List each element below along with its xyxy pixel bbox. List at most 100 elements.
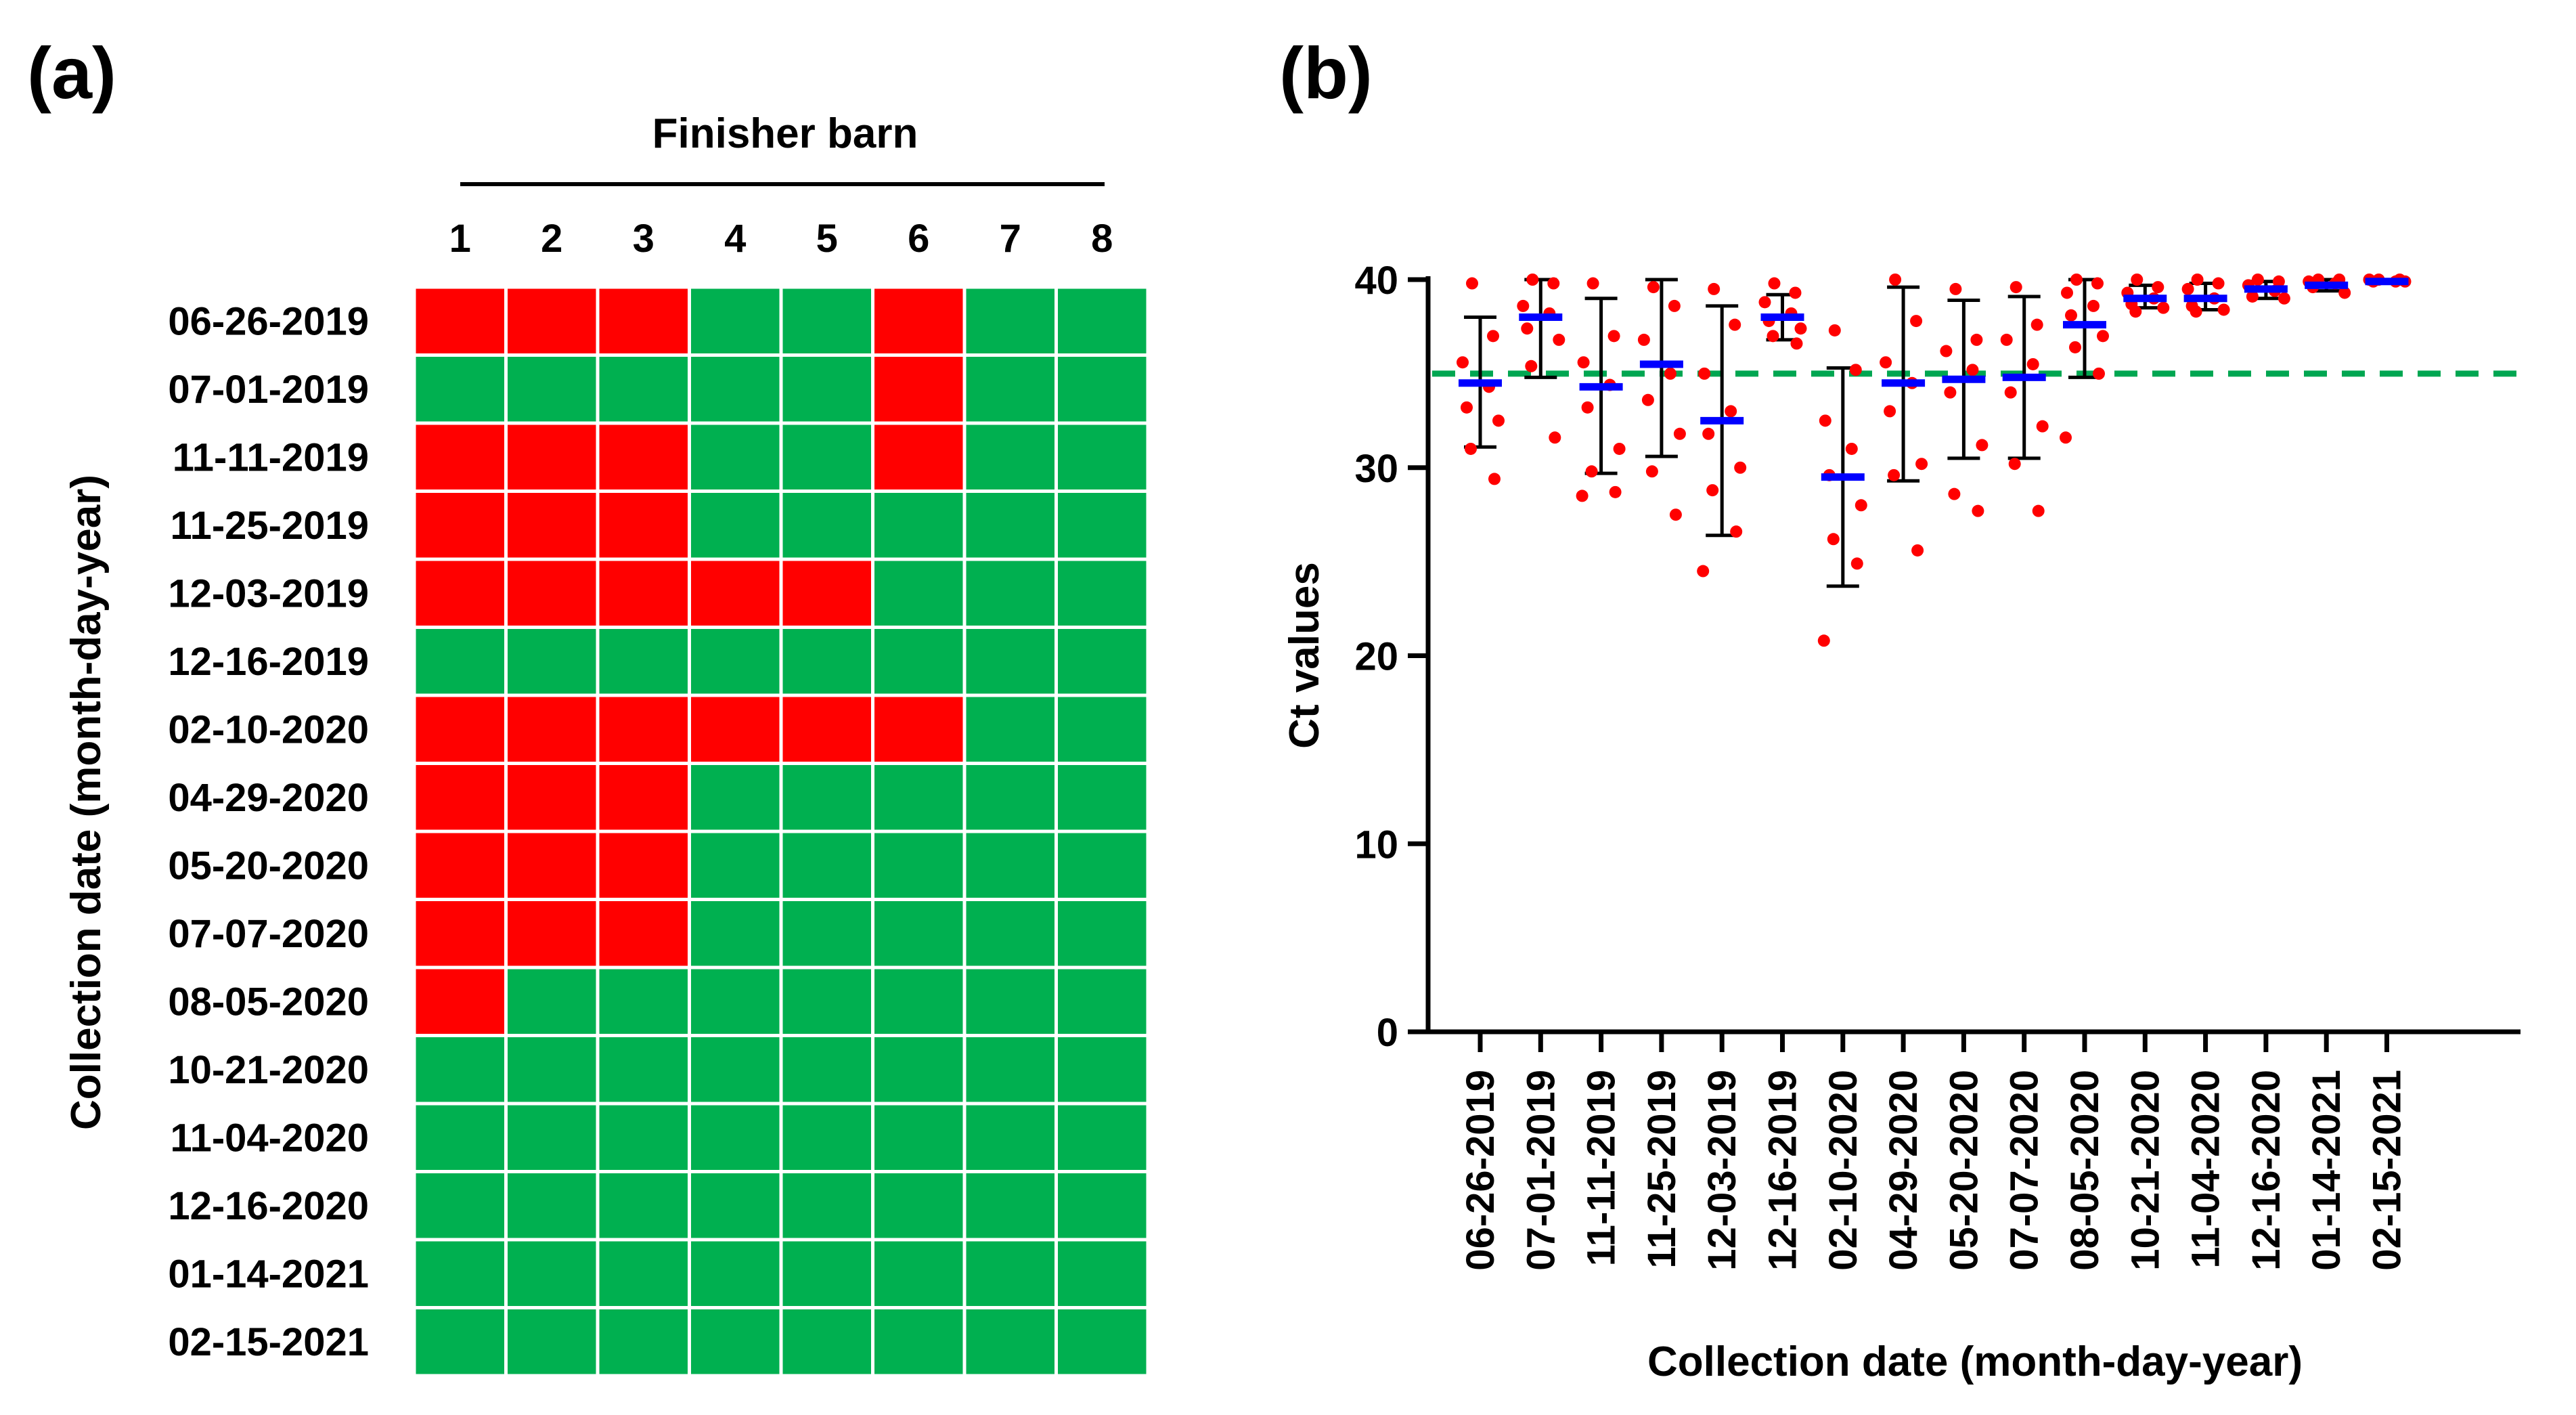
- y-axis-ticks: 0 10 20 30 40: [1354, 259, 1428, 1055]
- data-point: [1525, 360, 1538, 372]
- data-point: [1827, 533, 1840, 546]
- data-point: [1855, 499, 1867, 512]
- data-point: [1790, 337, 1803, 350]
- heatmap-cell-negative: [596, 1102, 691, 1173]
- heatmap-cell-negative: [962, 693, 1058, 765]
- heatmap-cell-negative: [962, 829, 1058, 901]
- data-point: [1645, 465, 1658, 478]
- heatmap-row-label: 08-05-2020: [168, 980, 369, 1024]
- heatmap-cell-negative: [871, 829, 967, 901]
- heatmap-cell-negative: [504, 626, 600, 697]
- scatter-group: [2000, 281, 2049, 517]
- data-point: [1850, 557, 1863, 570]
- panel-a-label: (a): [27, 32, 116, 114]
- heatmap-cell-negative: [779, 1034, 874, 1106]
- heatmap-cell-positive: [504, 285, 600, 357]
- heatmap-cell-negative: [688, 1306, 783, 1378]
- heatmap-row-label: 01-14-2021: [168, 1252, 369, 1296]
- heatmap-cell-negative: [779, 353, 874, 425]
- heatmap-cell-negative: [504, 1306, 600, 1378]
- heatmap-row-label: 11-04-2020: [171, 1116, 369, 1160]
- heatmap-cell-negative: [412, 1034, 508, 1106]
- x-tick-label: 02-15-2021: [2366, 1070, 2410, 1271]
- heatmap-cell-negative: [412, 353, 508, 425]
- scatter-group: [1576, 277, 1626, 502]
- heatmap-cell-negative: [1054, 898, 1150, 970]
- data-point: [2157, 301, 2170, 314]
- heatmap-cell-positive: [688, 557, 783, 629]
- heatmap-cell-negative: [688, 1170, 783, 1242]
- data-point: [1949, 282, 1962, 295]
- data-point: [2191, 274, 2204, 286]
- heatmap-cell-positive: [412, 285, 508, 357]
- heatmap-cell-negative: [779, 421, 874, 493]
- heatmap-cell-negative: [412, 1306, 508, 1378]
- heatmap-column-label: 4: [724, 217, 746, 261]
- heatmap-cell-negative: [1054, 1306, 1150, 1378]
- heatmap-cell-positive: [871, 693, 967, 765]
- scatter-group: [1457, 277, 1505, 485]
- heatmap-column-label: 5: [816, 217, 838, 261]
- heatmap-cell-negative: [871, 965, 967, 1037]
- heatmap-cell-positive: [871, 353, 967, 425]
- heatmap-cell-negative: [688, 1102, 783, 1173]
- heatmap-cell-positive: [504, 489, 600, 561]
- heatmap-cell-negative: [688, 421, 783, 493]
- heatmap-row-labels: 06-26-2019 07-01-2019 11-11-2019 11-25-2019…: [168, 299, 369, 1364]
- data-point: [1609, 485, 1622, 498]
- scatter-group: [1880, 274, 1928, 557]
- heatmap-cell-negative: [688, 965, 783, 1037]
- heatmap-column-label: 6: [908, 217, 929, 261]
- data-point: [1725, 405, 1737, 418]
- x-tick-label: 04-29-2020: [1882, 1070, 1926, 1271]
- x-tick-label: 11-04-2020: [2184, 1070, 2228, 1268]
- data-point: [2070, 274, 2083, 286]
- data-point: [2065, 309, 2077, 322]
- data-point: [1889, 274, 1902, 286]
- data-point: [1734, 461, 1747, 474]
- data-point: [2008, 458, 2021, 471]
- scatter-group: [1637, 278, 1686, 521]
- data-point: [1972, 504, 1984, 517]
- scatter-x-axis-title: Collection date (month-day-year): [1647, 1338, 2303, 1385]
- heatmap-row-label: 07-07-2020: [168, 912, 369, 956]
- heatmap-cell-negative: [779, 626, 874, 697]
- data-point: [1466, 277, 1478, 290]
- heatmap-cell-negative: [596, 1034, 691, 1106]
- data-point: [1910, 315, 1923, 328]
- x-axis-ticks: 06-26-2019 07-01-2019 11-11-2019 11-25-2019…: [1459, 1032, 2410, 1271]
- heatmap-cell-negative: [962, 1034, 1058, 1106]
- data-point: [2069, 341, 2081, 353]
- heatmap-cell-negative: [596, 353, 691, 425]
- x-tick-label: 07-01-2019: [1519, 1070, 1563, 1271]
- data-point: [2061, 286, 2073, 299]
- heatmap-cell-negative: [596, 965, 691, 1037]
- heatmap-cell-negative: [962, 353, 1058, 425]
- heatmap-cell-positive: [504, 693, 600, 765]
- data-point: [1828, 324, 1841, 336]
- scatter-group: [2121, 274, 2170, 318]
- heatmap-cell-negative: [688, 285, 783, 357]
- heatmap-row-label: 10-21-2020: [168, 1048, 369, 1092]
- heatmap-cell-negative: [504, 1102, 600, 1173]
- x-tick-label: 07-07-2020: [2003, 1070, 2047, 1271]
- scatter-group: [2363, 274, 2412, 288]
- heatmap-cell-negative: [962, 626, 1058, 697]
- data-point: [2212, 277, 2225, 290]
- data-point: [1884, 405, 1896, 418]
- scatter-group: [1517, 274, 1565, 444]
- data-point: [2093, 367, 2105, 380]
- heatmap-cell-negative: [412, 626, 508, 697]
- heatmap-cell-negative: [1054, 1034, 1150, 1106]
- data-point: [1768, 277, 1781, 290]
- heatmap-cell-positive: [412, 898, 508, 970]
- heatmap-cell-positive: [412, 421, 508, 493]
- heatmap-cell-negative: [962, 421, 1058, 493]
- data-point: [1708, 282, 1720, 295]
- heatmap-cell-negative: [1054, 762, 1150, 833]
- scatter-groups: [1457, 274, 2412, 647]
- heatmap-cell-negative: [1054, 626, 1150, 697]
- data-point: [1613, 442, 1626, 455]
- data-point: [2060, 431, 2072, 444]
- heatmap-cell-negative: [1054, 489, 1150, 561]
